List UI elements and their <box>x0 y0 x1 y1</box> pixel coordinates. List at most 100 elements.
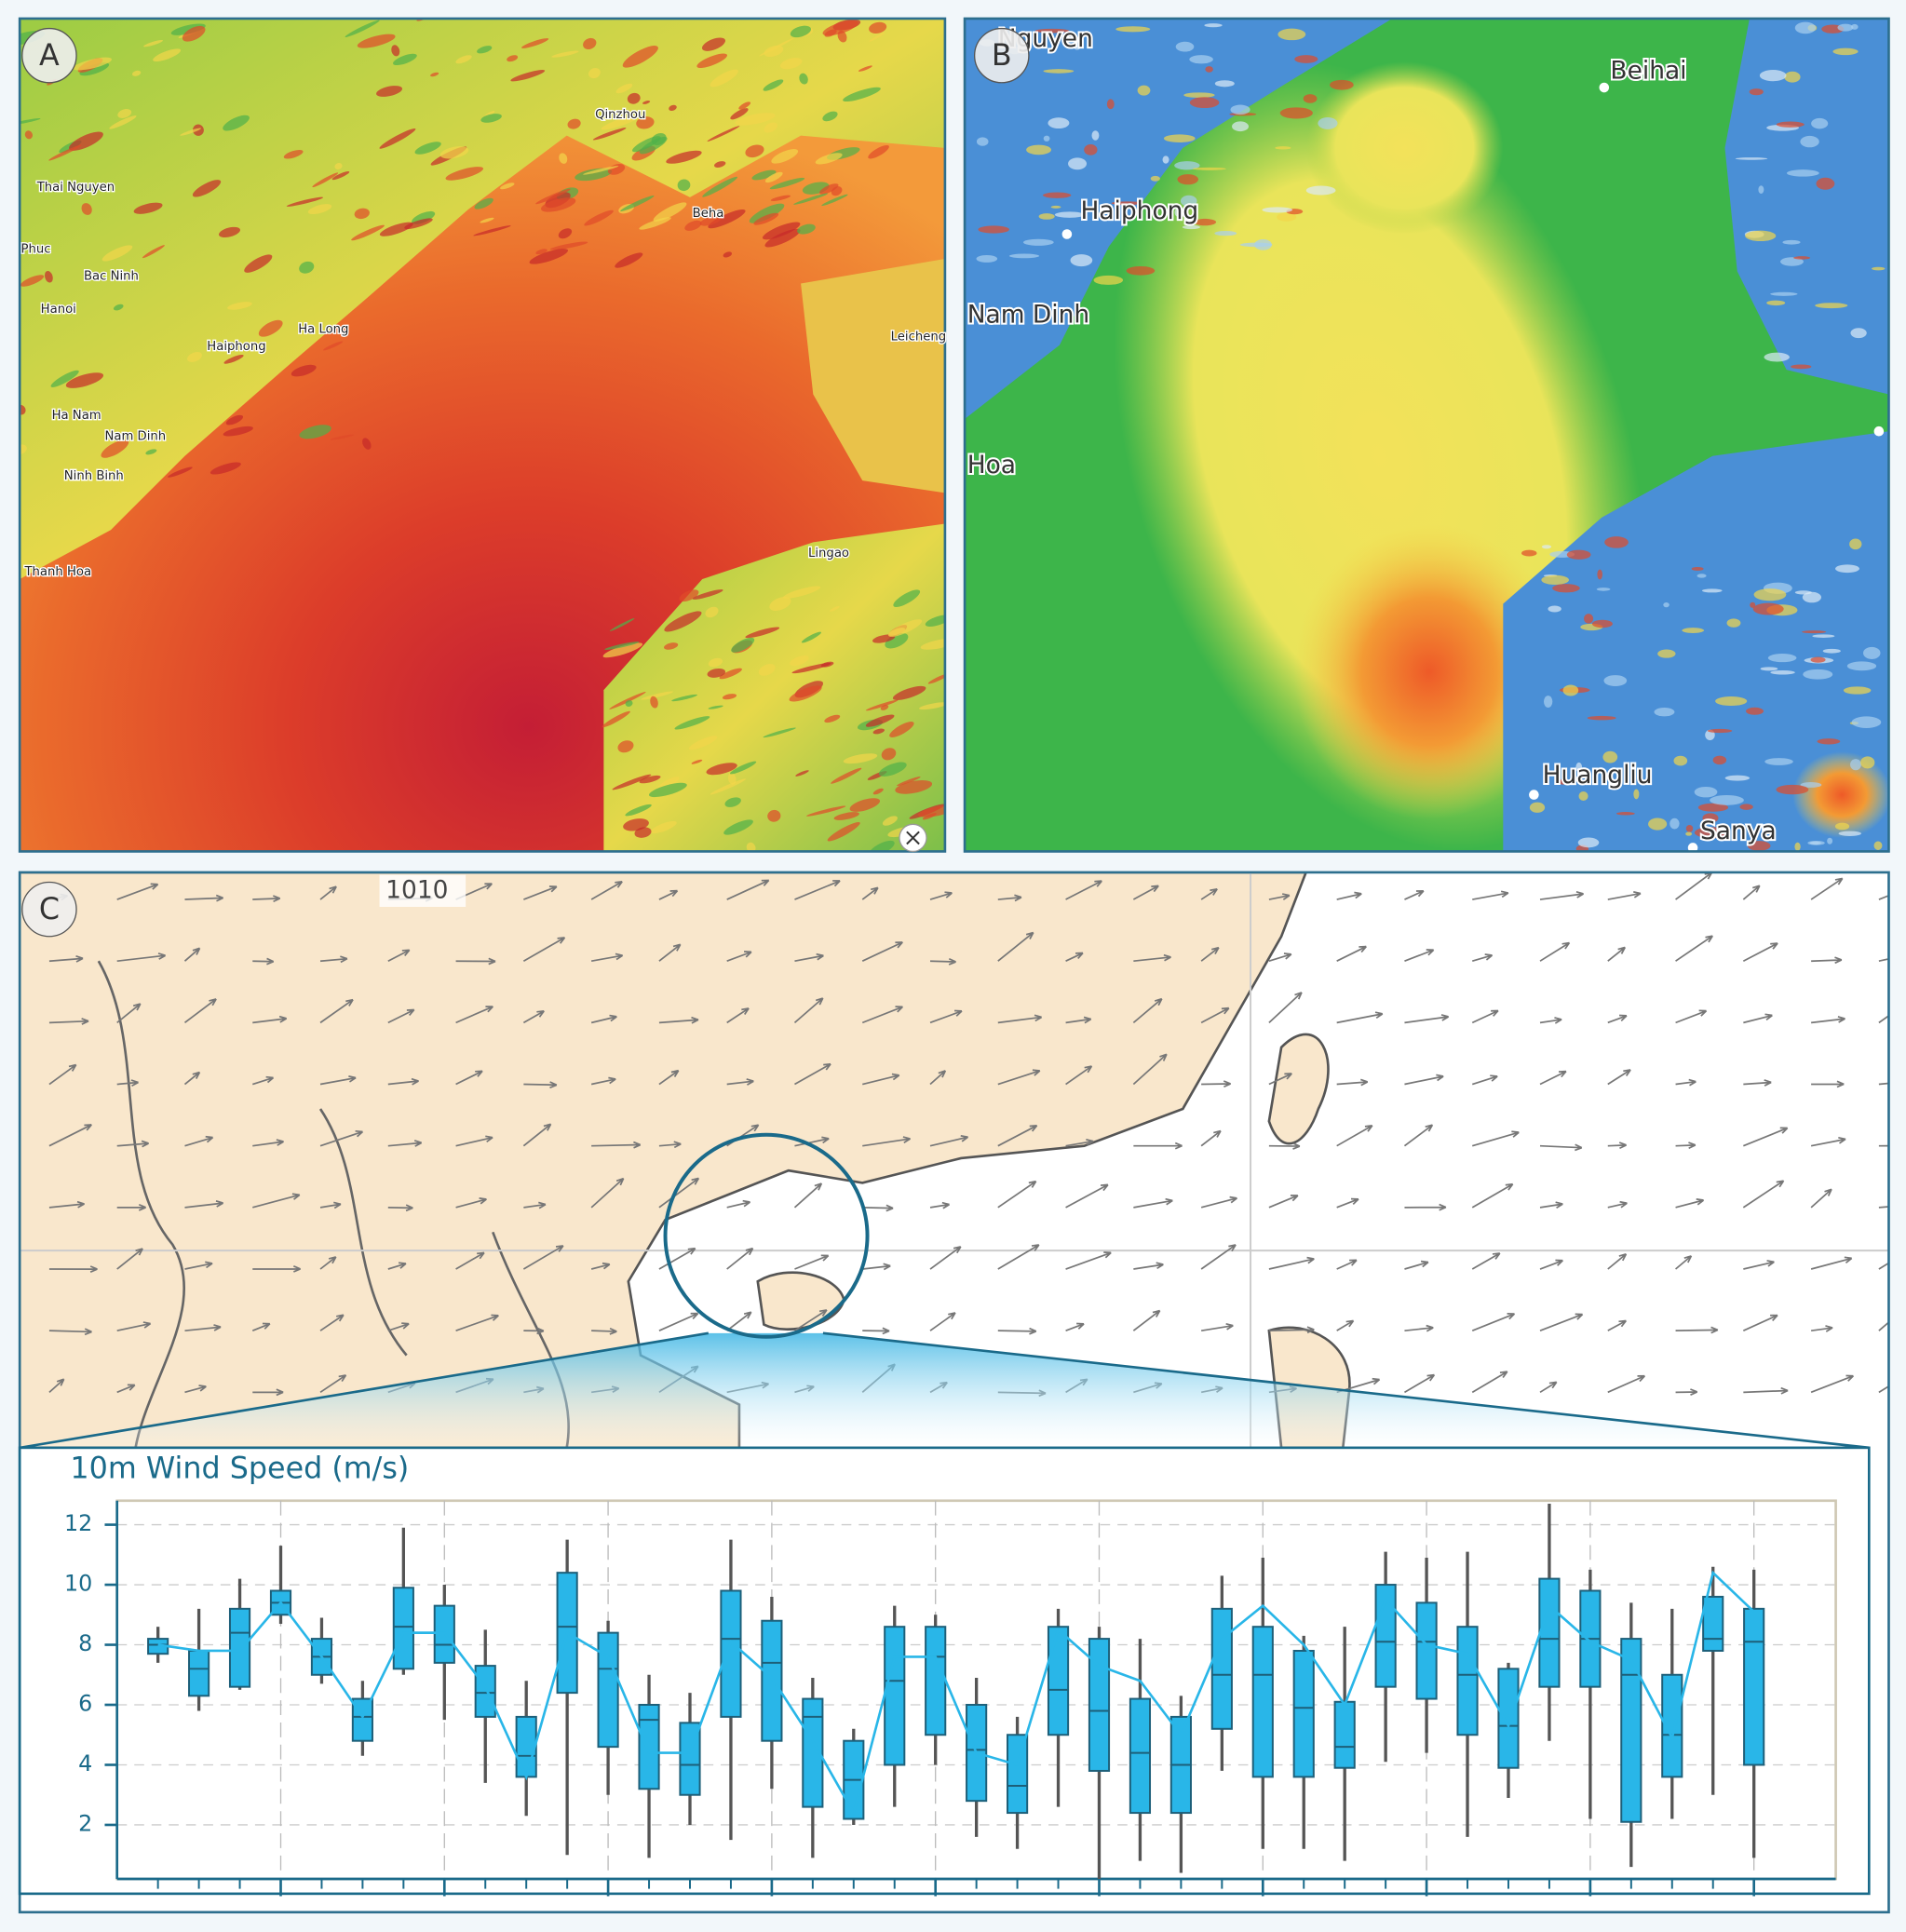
terrain <box>976 254 998 263</box>
terrain <box>696 53 728 68</box>
terrain <box>1126 265 1156 276</box>
wind-arrow <box>1811 1080 1845 1088</box>
terrain <box>897 777 921 787</box>
wind-arrow <box>1404 1074 1444 1086</box>
terrain <box>1726 618 1741 628</box>
wind-arrow <box>1200 1322 1234 1332</box>
panel-label: B <box>992 39 1012 73</box>
terrain <box>1294 55 1318 63</box>
terrain <box>1277 28 1306 41</box>
terrain <box>79 62 110 76</box>
terrain <box>714 161 726 168</box>
wind-arrow <box>658 1247 696 1270</box>
terrain <box>592 128 627 141</box>
wind-arrow <box>1471 1074 1498 1086</box>
terrain <box>1050 205 1061 209</box>
wind-arrow <box>1607 1374 1646 1394</box>
wind-arrow <box>1810 1188 1832 1209</box>
terrain <box>702 176 737 197</box>
terrain <box>1745 230 1777 242</box>
terrain <box>1759 70 1787 82</box>
terrain <box>1543 696 1553 708</box>
wind-arrow <box>929 1312 956 1331</box>
wind-arrow <box>1675 1255 1693 1270</box>
wind-arrow <box>590 1262 611 1270</box>
wind-arrow <box>591 1141 642 1149</box>
terrain <box>692 589 723 600</box>
wind-arrow <box>48 955 84 963</box>
place: Haiphong <box>207 340 265 354</box>
terrain <box>357 34 396 48</box>
wind-arrow <box>1539 1070 1567 1086</box>
terrain <box>1043 135 1050 142</box>
wind-arrow <box>1878 957 1889 963</box>
terrain <box>1578 791 1588 802</box>
wind-arrow <box>1811 1016 1845 1024</box>
terrain <box>1279 107 1313 119</box>
terrain <box>1747 841 1771 851</box>
terrain <box>763 79 784 91</box>
terrain <box>299 261 315 274</box>
box <box>1088 1638 1111 1772</box>
terrain <box>669 104 677 111</box>
close-button[interactable] <box>899 823 927 853</box>
wind-arrow <box>387 1140 423 1147</box>
terrain <box>1782 239 1801 245</box>
terrain <box>1204 23 1223 28</box>
wind-arrow <box>1810 1136 1846 1147</box>
terrain <box>101 439 129 458</box>
terrain <box>1817 738 1841 745</box>
terrain <box>625 699 633 707</box>
terrain <box>769 177 805 190</box>
zoom-projection <box>20 1332 1870 1448</box>
place: Ninh Binh <box>64 469 124 483</box>
wind-arrow <box>1065 952 1084 962</box>
terrain <box>307 204 332 215</box>
terrain <box>1712 755 1727 765</box>
terrain <box>708 657 723 668</box>
terrain <box>1822 648 1841 654</box>
box <box>1661 1673 1683 1778</box>
place: Nam Dinh <box>104 430 166 444</box>
wind-arrow <box>1404 949 1435 963</box>
wind-arrow <box>48 1124 92 1147</box>
terrain <box>1584 614 1594 624</box>
terrain <box>1180 195 1197 207</box>
wind-arrow <box>794 1309 828 1331</box>
terrain <box>731 637 755 653</box>
wind-arrow <box>1743 1127 1789 1147</box>
wind-arrow <box>1065 1183 1109 1209</box>
terrain <box>1834 822 1850 831</box>
terrain <box>1803 669 1833 680</box>
wind-arrow <box>997 894 1022 902</box>
terrain <box>65 372 104 388</box>
terrain <box>872 728 885 735</box>
wind-arrow <box>1878 1014 1889 1024</box>
wind-arrow <box>726 1007 750 1024</box>
terrain <box>1702 813 1719 823</box>
terrain <box>1048 117 1070 129</box>
wind-arrow <box>116 1003 142 1024</box>
terrain <box>1835 564 1859 574</box>
terrain <box>1746 707 1764 715</box>
box <box>720 1589 742 1718</box>
terrain <box>617 740 634 753</box>
wind-arrow <box>1472 890 1509 900</box>
terrain <box>1794 590 1812 595</box>
wind-arrow <box>183 1071 201 1086</box>
terrain <box>827 822 860 842</box>
terrain <box>1596 588 1611 591</box>
terrain <box>764 228 801 248</box>
wind-arrow <box>794 1136 830 1147</box>
wind-arrow <box>1133 953 1171 963</box>
wind-arrow <box>1607 1253 1628 1270</box>
terrain <box>1849 538 1862 550</box>
terrain <box>588 67 601 79</box>
terrain <box>430 72 439 77</box>
box <box>638 1704 660 1790</box>
terrain <box>664 611 702 632</box>
terrain <box>1707 728 1733 734</box>
terrain <box>1786 169 1819 177</box>
wind-arrow <box>1403 1124 1434 1147</box>
